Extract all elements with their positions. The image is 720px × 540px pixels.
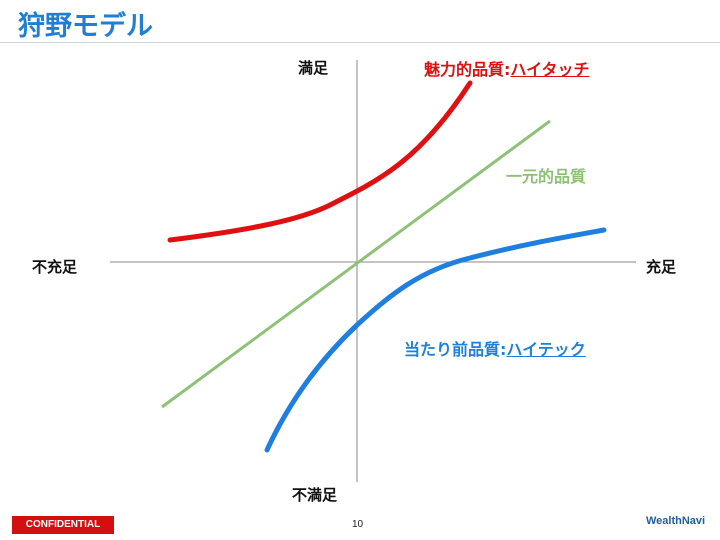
axis-label-not-fulfilled: 不充足 xyxy=(32,258,78,276)
one-dimensional-quality-line xyxy=(161,119,551,409)
must-be-quality-label: 当たり前品質:ハイテック xyxy=(404,336,586,360)
axis-label-fulfilled: 充足 xyxy=(646,258,677,276)
axis-label-satisfied: 満足 xyxy=(298,59,329,77)
wealthnavi-logo: WealthNavi xyxy=(646,515,706,527)
must-be-quality-separator: : xyxy=(500,340,507,359)
attractive-quality-separator: : xyxy=(504,60,511,79)
axis-label-dissatisfied: 不満足 xyxy=(292,486,338,504)
attractive-quality-subtitle: ハイタッチ xyxy=(510,60,590,79)
must-be-quality-subtitle: ハイテック xyxy=(506,340,586,359)
page-title: 狩野モデル xyxy=(18,11,153,42)
confidential-badge: CONFIDENTIAL xyxy=(12,516,114,534)
one-dimensional-quality-label: 一元的品質 xyxy=(506,167,587,186)
title-divider xyxy=(0,42,720,43)
must-be-quality-name: 当たり前品質 xyxy=(404,340,501,359)
page-number: 10 xyxy=(352,519,364,530)
attractive-quality-curve xyxy=(167,80,473,243)
must-be-quality-curve xyxy=(264,227,607,453)
attractive-quality-name: 魅力的品質 xyxy=(424,60,505,79)
attractive-quality-label: 魅力的品質:ハイタッチ xyxy=(424,56,589,80)
